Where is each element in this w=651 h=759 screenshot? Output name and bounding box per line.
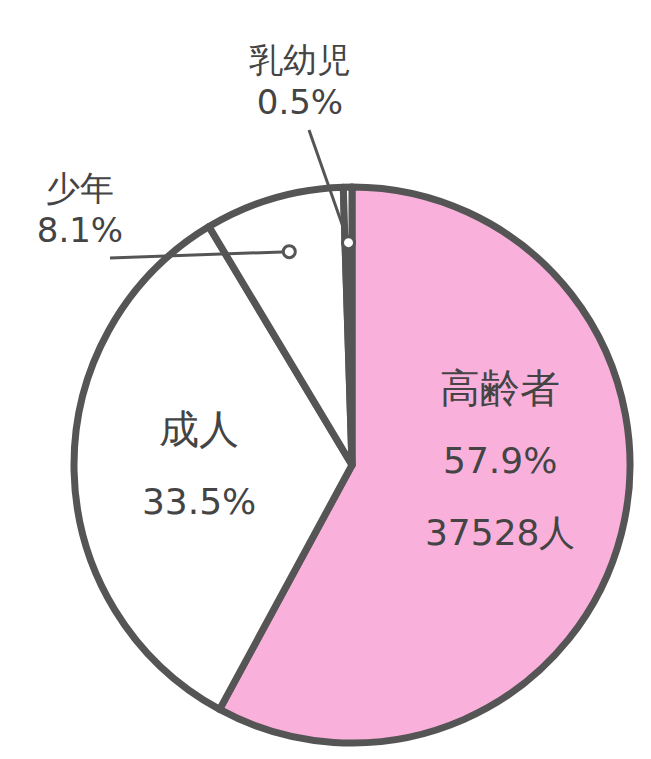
slice-label: 33.5%: [142, 481, 256, 522]
slice-label: 成人: [159, 406, 239, 452]
slice-label: 乳幼児: [249, 40, 351, 80]
slice-label: 少年: [46, 168, 114, 208]
slice-label: 0.5%: [257, 82, 343, 122]
leader-dot: [343, 237, 355, 249]
leader-dot: [283, 246, 295, 258]
chart: 高齢者 57.9% 37528人 成人 33.5% 少年8.1% 乳幼児0.5%: [0, 0, 651, 759]
slice-label: 37528人: [425, 512, 576, 553]
slice-label: 8.1%: [37, 210, 123, 250]
leader-line: [110, 252, 289, 258]
labels: 高齢者 57.9% 37528人 成人 33.5% 少年8.1% 乳幼児0.5%: [37, 40, 576, 553]
leader-line: [309, 130, 349, 243]
slice-label: 57.9%: [443, 440, 557, 481]
pie: [74, 187, 630, 743]
slice-label: 高齢者: [440, 365, 560, 411]
